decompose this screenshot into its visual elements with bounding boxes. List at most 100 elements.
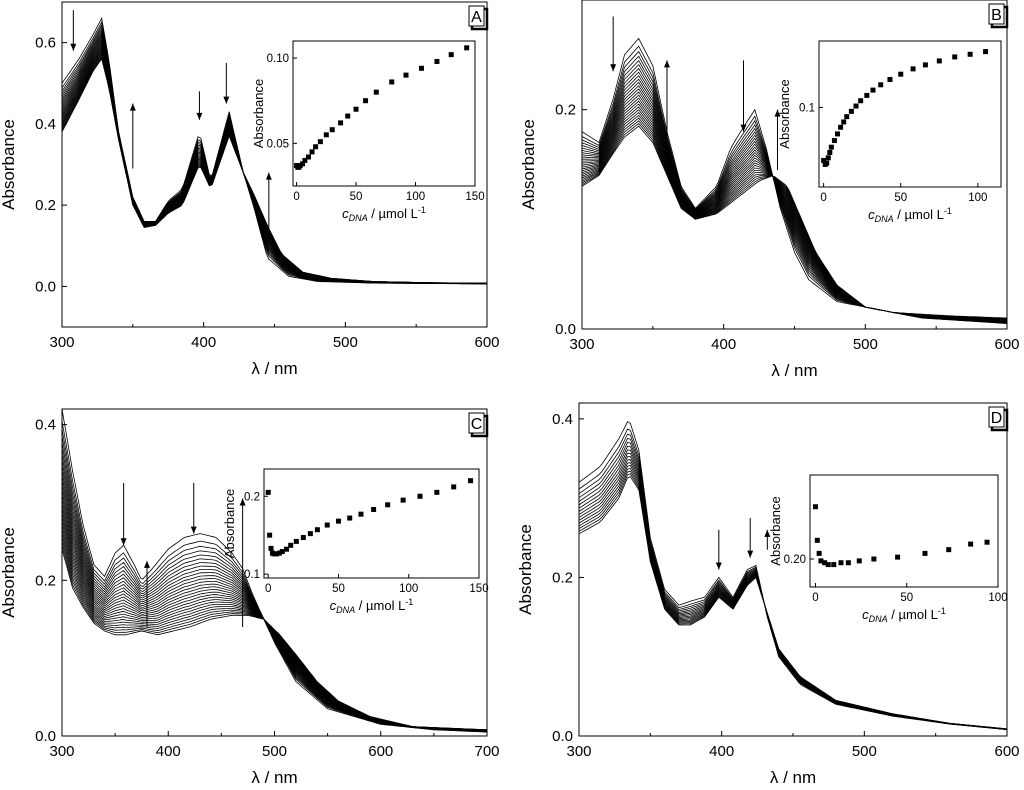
arrow-head	[747, 550, 754, 558]
inset-data-point	[887, 76, 893, 82]
inset-data-point	[314, 527, 320, 533]
inset-chart: 0 50 100 150 0.05 0.10 cDNA / µmol L-1 Absorban…	[251, 40, 485, 223]
panel-label-box	[988, 3, 1005, 25]
inset-data-point	[835, 131, 841, 137]
panel-label: D	[991, 410, 1003, 427]
x-tick-label: 600	[368, 743, 393, 760]
inset-x-tick-label: 50	[900, 592, 913, 604]
inset-data-point	[822, 560, 828, 566]
inset-x-superscript: -1	[944, 206, 952, 216]
inset-y-tick-label: 0.20	[784, 554, 806, 566]
panel-label-shadow	[470, 414, 489, 438]
spectra-group	[62, 409, 487, 733]
inset-data-point	[313, 144, 319, 150]
y-tick-label: 0.4	[552, 411, 573, 428]
y-tick-label: 0.2	[552, 569, 573, 586]
inset-data-point	[922, 550, 928, 556]
y-tick-label: 0.2	[35, 572, 56, 589]
panel-label: B	[991, 7, 1002, 24]
inset-x-unit: / µmol L	[355, 598, 405, 613]
inset-x-symbol: c	[330, 598, 337, 613]
inset-data-point	[451, 484, 457, 490]
y-tick-label: 0.0	[552, 728, 573, 745]
inset-y-tick-label: 0.2	[244, 491, 260, 503]
arrow-head	[764, 529, 771, 537]
inset-data-point	[434, 489, 440, 495]
spectrum-line	[579, 476, 1007, 730]
inset-data-point	[363, 98, 369, 104]
x-tick-label: 400	[191, 334, 216, 351]
inset-data-point	[848, 108, 854, 114]
inset-data-point	[448, 52, 454, 58]
inset-x-tick-label: 100	[988, 592, 1007, 604]
inset-data-point	[335, 518, 341, 524]
panel-label-box	[468, 412, 485, 434]
inset-x-tick-label: 0	[293, 191, 299, 203]
inset-data-point	[267, 532, 273, 538]
inset-data-point	[347, 515, 353, 521]
inset-x-tick-label: 50	[894, 192, 907, 204]
inset-data-point	[952, 54, 958, 60]
x-tick-label: 500	[853, 336, 878, 353]
inset-frame	[292, 40, 476, 187]
x-tick-label: 300	[49, 743, 74, 760]
y-tick-label: 0.6	[35, 35, 56, 52]
inset-data-point	[358, 511, 364, 517]
inset-x-unit: / µmol L	[368, 206, 418, 221]
inset-data-point	[821, 157, 827, 163]
inset-x-symbol: c	[868, 207, 875, 222]
x-tick-label: 700	[474, 743, 499, 760]
inset-data-point	[417, 493, 423, 499]
inset-data-point	[814, 537, 820, 543]
x-tick-label: 300	[566, 743, 591, 760]
y-axis-title: Absorbance	[516, 524, 535, 615]
inset-data-point	[816, 550, 822, 556]
inset-x-unit: / µmol L	[888, 607, 938, 622]
inset-data-point	[831, 138, 837, 144]
inset-x-tick-label: 0	[812, 592, 818, 604]
inset-x-superscript: -1	[418, 205, 426, 215]
inset-data-point	[468, 478, 474, 484]
x-tick-label: 400	[711, 336, 736, 353]
inset-data-point	[984, 539, 990, 545]
x-tick-label: 600	[994, 743, 1019, 760]
inset-x-axis-title: cDNA / µmol L-1	[342, 205, 426, 223]
inset-x-symbol: c	[342, 206, 349, 221]
panel-label: A	[471, 9, 482, 26]
arrow-head	[196, 112, 203, 120]
inset-x-axis-title: cDNA / µmol L-1	[862, 606, 946, 624]
arrow-head	[129, 103, 136, 111]
inset-data-point	[831, 562, 837, 568]
inset-data-point	[936, 58, 942, 64]
inset-chart: 0 50 100 0.20 cDNA / µmol L-1 Absorbance	[768, 474, 1008, 624]
arrow-head	[265, 172, 272, 180]
arrow-head	[239, 498, 246, 506]
inset-data-point	[329, 127, 335, 133]
panel-label-shadow	[990, 5, 1009, 29]
inset-data-point	[305, 154, 311, 160]
inset-data-point	[910, 66, 916, 72]
panel-label-box	[468, 5, 485, 27]
inset-data-point	[838, 560, 844, 566]
inset-data-point	[338, 120, 344, 126]
inset-x-symbol: c	[862, 607, 869, 622]
inset-data-point	[812, 504, 818, 510]
inset-x-tick-label: 150	[465, 191, 484, 203]
x-tick-label: 300	[569, 336, 594, 353]
inset-data-point	[279, 549, 285, 555]
inset-data-point	[844, 114, 850, 120]
spectrum-line	[582, 125, 1007, 324]
inset-data-point	[858, 98, 864, 104]
inset-x-tick-label: 100	[399, 583, 418, 595]
x-tick-label: 600	[994, 336, 1019, 353]
inset-data-point	[418, 65, 424, 71]
inset-data-point	[265, 489, 271, 495]
inset-data-point	[968, 541, 974, 547]
y-tick-label: 0.4	[35, 417, 56, 434]
arrow-head	[144, 560, 150, 568]
inset-y-axis-title: Absorbance	[222, 489, 237, 558]
inset-data-point	[838, 124, 844, 130]
inset-data-point	[946, 547, 952, 553]
inset-data-point	[825, 562, 831, 568]
